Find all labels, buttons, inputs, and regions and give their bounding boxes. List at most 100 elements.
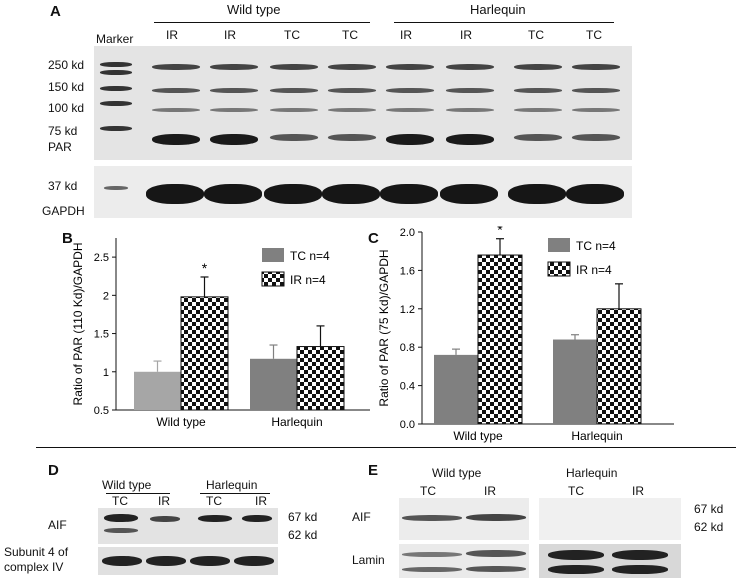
lamin-band: [402, 567, 462, 572]
lamin-band: [548, 565, 604, 574]
par-band: [572, 88, 620, 93]
complex-iv-band: [102, 556, 142, 566]
lamin-band: [612, 565, 668, 574]
kd-250: 250 kd: [48, 58, 85, 72]
kd-62-e: 62 kd: [694, 520, 724, 534]
harlequin-line-a: [394, 22, 614, 23]
par-band: [270, 134, 318, 141]
gapdh-band: [440, 184, 498, 204]
kd-62-d: 62 kd: [288, 528, 318, 542]
aif-band: [198, 515, 232, 522]
x-category-label: Harlequin: [271, 415, 322, 429]
bar: [477, 254, 523, 425]
section-divider: [36, 447, 736, 448]
legend-swatch: [261, 271, 285, 287]
y-tick-label: 0.0: [400, 419, 415, 431]
marker-band: [100, 62, 132, 67]
harlequin-group-a: Harlequin: [470, 2, 526, 17]
marker-band: [100, 86, 132, 91]
par-band: [514, 64, 562, 70]
par-band: [446, 108, 494, 112]
aif-band: [104, 528, 138, 533]
x-category-label: Harlequin: [571, 429, 622, 443]
panel-label-a: A: [50, 3, 61, 20]
y-tick-label: 0.8: [400, 342, 415, 354]
lane-label-a: TC: [284, 28, 300, 42]
y-axis-label: Ratio of PAR (110 Kd)/GAPDH: [71, 243, 85, 406]
bar: [250, 358, 297, 410]
gapdh-band: [322, 184, 380, 204]
wild-type-group-e: Wild type: [432, 466, 482, 480]
lane-d-2: IR: [158, 494, 170, 508]
kd-67-d: 67 kd: [288, 510, 318, 524]
kd-37: 37 kd: [48, 179, 78, 193]
lane-label-a: IR: [166, 28, 178, 42]
lane-label-a: IR: [224, 28, 236, 42]
lane-label-a: IR: [460, 28, 472, 42]
lane-e-4: IR: [632, 484, 644, 498]
par-band: [386, 134, 434, 145]
gapdh-label: GAPDH: [42, 204, 85, 218]
panel-label-c: C: [368, 230, 379, 247]
lane-e-3: TC: [568, 484, 584, 498]
aif-band: [402, 515, 462, 521]
chart-b: 0.5 1 1.5 2 2.5 Ratio of PAR (110 Kd)/GAPDH * W…: [71, 238, 370, 429]
lane-d-1: TC: [112, 494, 128, 508]
panel-label-d: D: [48, 462, 59, 479]
aif-band: [150, 516, 180, 522]
harlequin-group-d: Harlequin: [206, 478, 258, 492]
bar: [296, 346, 345, 411]
par-band: [514, 134, 562, 141]
x-category-label: Wild type: [453, 429, 503, 443]
legend-swatch: [547, 261, 571, 277]
par-band: [270, 88, 318, 93]
par-band: [210, 134, 258, 145]
lane-d-4: IR: [255, 494, 267, 508]
par-band: [152, 88, 200, 93]
lamin-blot-e-wild: [399, 544, 529, 578]
lamin-band: [466, 566, 526, 572]
legend-swatch: [262, 248, 284, 262]
y-tick-label: 1: [103, 367, 109, 379]
gapdh-band: [146, 184, 204, 204]
gapdh-band: [204, 184, 262, 204]
complex-iv-band: [190, 556, 230, 566]
gapdh-band: [566, 184, 624, 204]
aif-blot-e-harlequin: [539, 498, 681, 540]
wild-type-group-a: Wild type: [227, 2, 281, 17]
x-category-label: Wild type: [156, 415, 206, 429]
legend-label: TC n=4: [290, 249, 330, 263]
par-band: [514, 88, 562, 93]
legend-label: IR n=4: [576, 263, 612, 277]
y-tick-label: 1.6: [400, 265, 415, 277]
par-band: [328, 108, 376, 112]
marker-band: [100, 70, 132, 75]
marker-band: [104, 186, 128, 190]
par-band: [328, 88, 376, 93]
lamin-label: Lamin: [352, 553, 385, 567]
kd-150: 150 kd: [48, 80, 85, 94]
y-tick-label: 0.5: [94, 405, 109, 417]
par-band: [572, 64, 620, 70]
legend-swatch: [548, 238, 570, 252]
par-band: [152, 134, 200, 145]
lane-d-3: TC: [206, 494, 222, 508]
marker-band: [100, 101, 132, 106]
kd-100: 100 kd: [48, 101, 85, 115]
aif-label-d: AIF: [48, 518, 67, 532]
y-tick-label: 1.2: [400, 304, 415, 316]
y-tick-label: 0.4: [400, 381, 415, 393]
par-band: [152, 108, 200, 112]
par-band: [386, 88, 434, 93]
kd-75: 75 kd: [48, 124, 78, 138]
par-band: [210, 88, 258, 93]
par-band: [270, 64, 318, 70]
panel-label-e: E: [368, 462, 379, 479]
legend-label: TC n=4: [576, 239, 616, 253]
par-band: [328, 134, 376, 141]
bar: [134, 371, 181, 410]
par-band: [386, 108, 434, 112]
lane-e-1: TC: [420, 484, 436, 498]
lamin-band: [402, 552, 462, 557]
lamin-band: [466, 550, 526, 557]
